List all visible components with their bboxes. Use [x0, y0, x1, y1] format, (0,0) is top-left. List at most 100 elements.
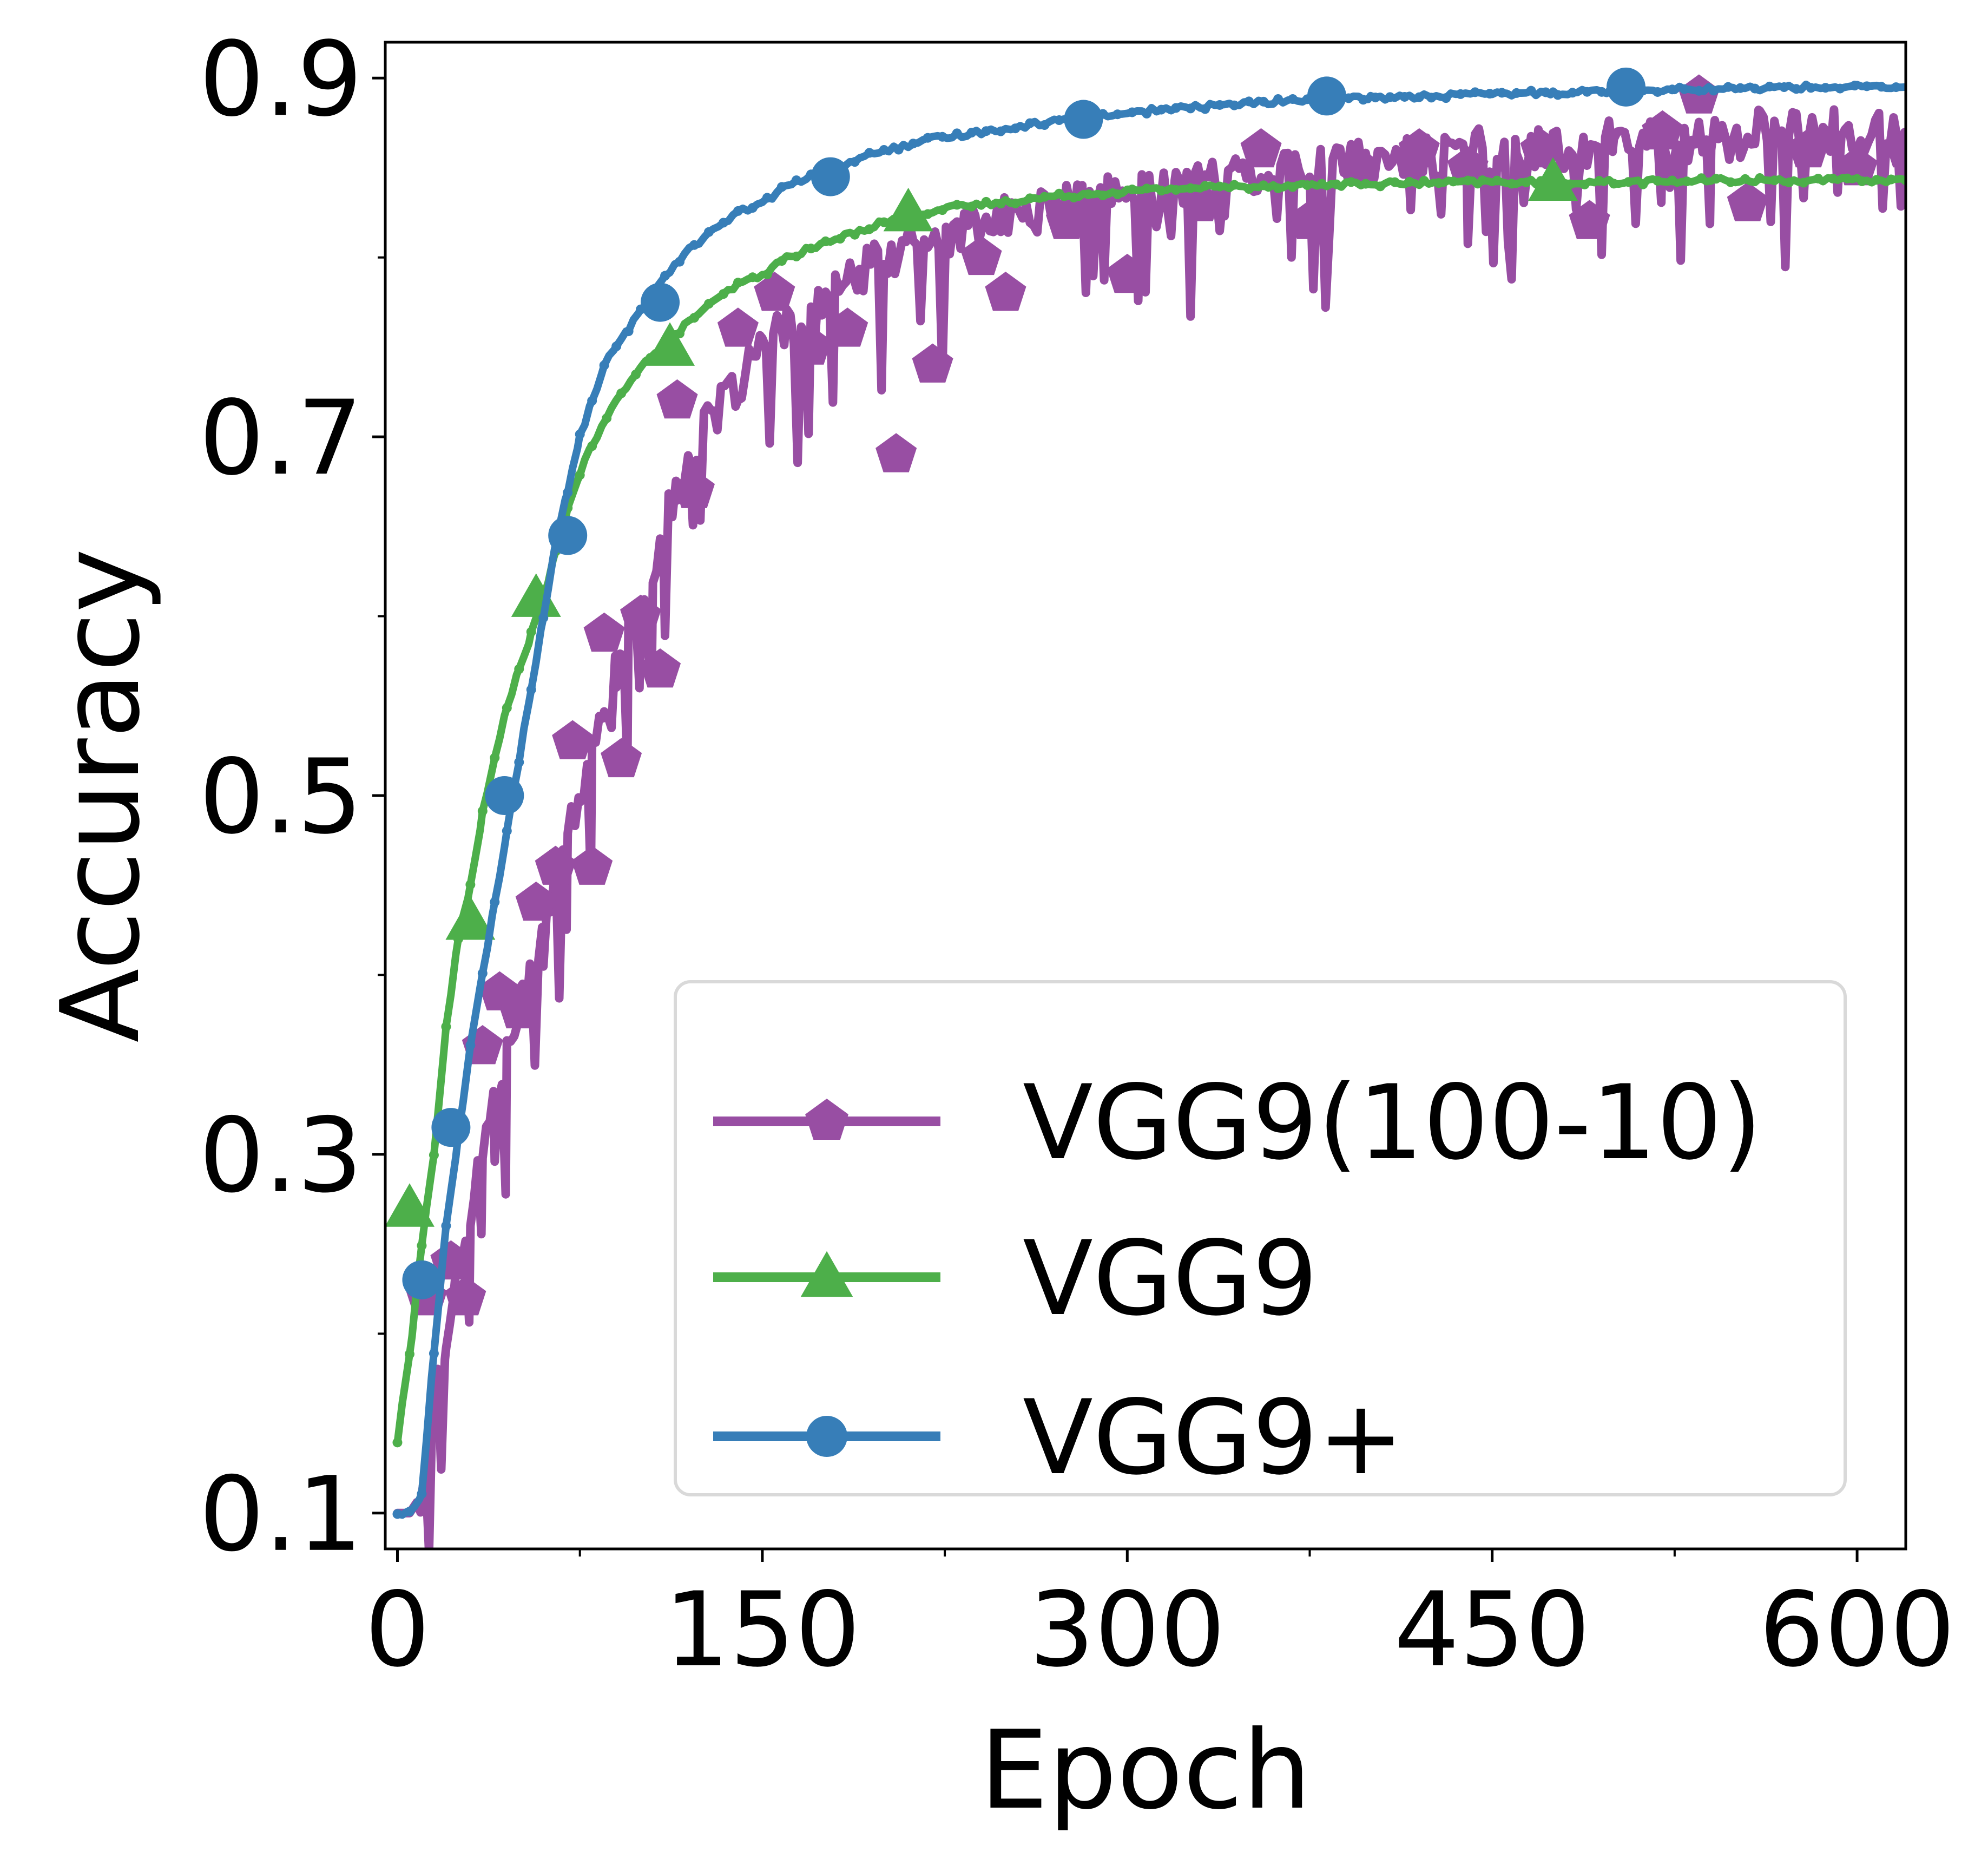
legend-marker-shape: [800, 1251, 853, 1297]
series-dot-vgg9: [1098, 191, 1108, 201]
x-tick-label: 600: [1759, 1570, 1956, 1690]
data-point-vgg9-100-10: [656, 379, 698, 419]
series-dot-vgg9-plus: [1653, 87, 1663, 97]
series-dot-vgg9-plus: [392, 1509, 403, 1519]
series-dot-vgg9: [1375, 181, 1385, 192]
series-dot-vgg9-plus: [850, 157, 860, 167]
series-dot-vgg9-plus: [879, 145, 889, 155]
series-dot-vgg9-plus: [675, 257, 685, 267]
series-dot-vgg9: [1083, 189, 1094, 199]
series-dot-vgg9: [996, 199, 1006, 209]
series-dot-vgg9: [1828, 173, 1838, 183]
series-dot-vgg9: [1215, 181, 1225, 192]
series-dot-vgg9-plus: [1694, 86, 1704, 96]
series-dot-vgg9: [703, 299, 714, 309]
data-point-vgg9-100-10: [535, 845, 576, 885]
series-dot-vgg9-plus: [1877, 82, 1887, 92]
series-dot-vgg9: [631, 369, 641, 379]
series-dot-vgg9: [1273, 183, 1283, 193]
series-dot-vgg9-plus: [1750, 83, 1760, 94]
series-dot-vgg9: [1229, 180, 1240, 190]
data-point-vgg9-plus: [402, 1260, 442, 1299]
series-dot-vgg9: [1448, 176, 1458, 187]
legend-marker-vgg9-plus: [806, 1416, 847, 1457]
series-dot-vgg9: [762, 269, 772, 279]
data-point-vgg9-100-10: [583, 612, 625, 652]
series-dot-vgg9: [1872, 175, 1882, 185]
series-dot-vgg9: [1740, 174, 1750, 184]
series-dot-vgg9-plus: [864, 148, 874, 158]
series-dot-vgg9-plus: [1385, 92, 1395, 102]
data-point-vgg9-100-10: [571, 845, 613, 885]
series-dot-vgg9-plus: [718, 218, 728, 228]
series-dot-vgg9: [1711, 174, 1721, 184]
series-dot-vgg9-plus: [441, 1220, 451, 1231]
series-dot-vgg9: [526, 627, 536, 637]
series-dot-vgg9: [1244, 184, 1254, 194]
series-dot-vgg9: [879, 217, 889, 227]
data-point-vgg9-100-10: [1107, 253, 1148, 293]
series-dot-vgg9: [718, 289, 728, 299]
series-dot-vgg9-plus: [1779, 82, 1789, 93]
series-dot-vgg9: [1726, 177, 1736, 187]
series-dot-vgg9: [1331, 179, 1341, 189]
series-dot-vgg9-plus: [563, 488, 573, 498]
series-dot-vgg9-plus: [1511, 88, 1522, 98]
series-dot-vgg9-plus: [762, 193, 772, 203]
series-dot-vgg9-plus: [1414, 92, 1424, 102]
series-dot-vgg9-plus: [1025, 118, 1035, 128]
series-dot-vgg9-plus: [733, 206, 743, 216]
series-dot-vgg9-plus: [587, 396, 597, 406]
data-point-vgg9-100-10: [1885, 128, 1906, 168]
series-dot-vgg9: [1579, 179, 1590, 189]
series-dot-vgg9-plus: [1820, 83, 1831, 93]
data-point-vgg9: [883, 187, 933, 232]
data-point-vgg9-plus: [811, 157, 850, 196]
series-dot-vgg9: [1521, 178, 1531, 188]
data-point-vgg9-100-10: [620, 594, 662, 634]
series-dot-vgg9: [1025, 193, 1035, 203]
data-point-vgg9-100-10: [515, 881, 557, 921]
series-dot-vgg9-plus: [1679, 84, 1689, 94]
data-point-vgg9-100-10: [1520, 128, 1562, 168]
series-dot-vgg9: [1769, 175, 1780, 186]
y-tick-label: 0.9: [199, 19, 363, 139]
data-point-vgg9-100-10: [1569, 200, 1610, 239]
series-dot-vgg9: [1127, 185, 1137, 195]
series-dot-vgg9: [1696, 173, 1707, 183]
data-point-vgg9-100-10: [1447, 146, 1489, 186]
series-dot-vgg9-plus: [490, 897, 500, 907]
series-dot-vgg9: [477, 806, 488, 816]
series-dot-vgg9-plus: [791, 175, 801, 186]
series-dot-vgg9-plus: [477, 968, 488, 978]
data-point-vgg9-100-10: [1045, 200, 1087, 239]
series-dot-vgg9: [392, 1437, 403, 1448]
series-dot-vgg9-plus: [1399, 91, 1410, 102]
series-dot-vgg9: [575, 470, 585, 480]
series-dot-vgg9: [1653, 176, 1663, 186]
legend-entry-vgg9-100-10: VGG9(100-10): [713, 1063, 1762, 1183]
series-dot-vgg9: [776, 256, 787, 266]
series-dot-vgg9: [923, 209, 933, 219]
series-dot-vgg9-plus: [1370, 93, 1380, 103]
series-dot-vgg9-plus: [1142, 108, 1152, 119]
series-dot-vgg9: [490, 753, 500, 763]
x-tick-label: 300: [1029, 1570, 1226, 1690]
series-dot-vgg9-plus: [514, 757, 524, 767]
series-dot-vgg9-plus: [1723, 82, 1733, 92]
series-dot-vgg9: [1755, 173, 1765, 183]
series-dot-vgg9-plus: [1667, 84, 1677, 95]
series-dot-vgg9: [1113, 189, 1123, 200]
series-dot-vgg9: [820, 236, 831, 246]
y-axis-ticks: 0.1 0.3 0.5 0.7 0.9: [199, 19, 385, 1574]
data-point-vgg9-100-10: [1642, 110, 1683, 150]
series-dot-vgg9-plus: [611, 341, 622, 351]
data-point-vgg9: [645, 322, 695, 366]
series-dot-vgg9: [1390, 177, 1400, 187]
series-dot-vgg9-plus: [623, 326, 634, 337]
legend-entry-vgg9-plus: VGG9+: [713, 1378, 1404, 1498]
series-dot-vgg9: [1638, 179, 1648, 189]
series-dot-vgg9-plus: [1582, 87, 1592, 97]
data-point-vgg9-100-10: [1788, 128, 1829, 168]
series-dot-vgg9-plus: [1127, 107, 1137, 117]
